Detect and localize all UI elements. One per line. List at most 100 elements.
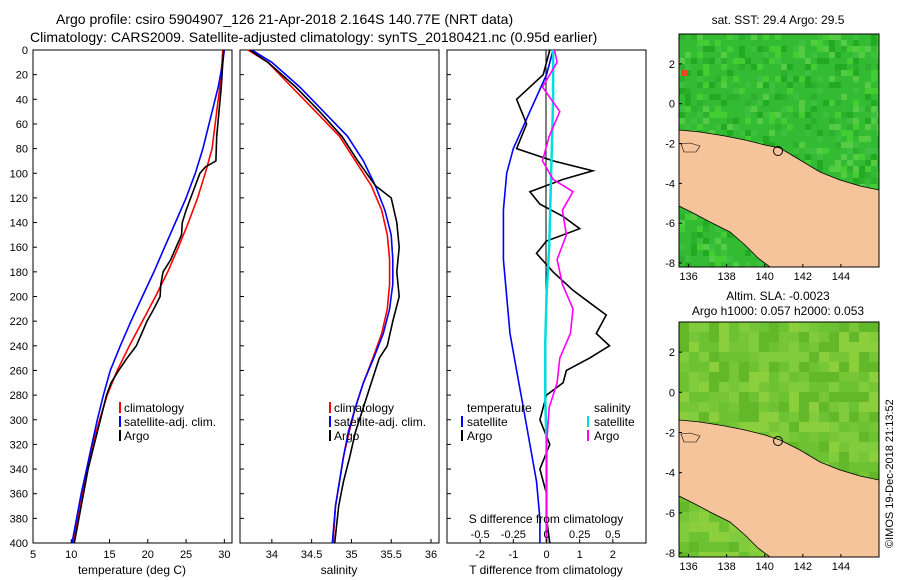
sst-cell [787, 124, 793, 130]
sst_map-lat-tick-label: -8 [665, 258, 675, 270]
sst-cell [865, 148, 871, 154]
sst-cell [829, 82, 835, 88]
sla-cell [869, 332, 879, 342]
sst-cell [829, 40, 835, 46]
sla-cell [859, 402, 869, 412]
sst-cell [817, 130, 823, 136]
sla-cell [869, 432, 879, 442]
sla-cell [679, 372, 689, 382]
sla-cell [719, 332, 729, 342]
sst-cell [805, 34, 811, 40]
sla-cell [809, 382, 819, 392]
sst-cell [841, 100, 847, 106]
sst-cell [697, 52, 703, 58]
sst-cell [805, 160, 811, 166]
sla-cell [799, 382, 809, 392]
sst-cell [721, 82, 727, 88]
sst-cell [835, 52, 841, 58]
sla-cell [859, 352, 869, 362]
sla-cell [829, 322, 839, 332]
sst-cell [841, 142, 847, 148]
depth-tick-label: 260 [10, 365, 28, 377]
salinity-legend: climatology satellite-adj. clim. Argo [329, 401, 426, 443]
sst-cell [703, 256, 709, 262]
sst-cell [709, 112, 715, 118]
sst-cell [853, 52, 859, 58]
sst-cell [847, 160, 853, 166]
sst_map-lat-tick-label: 2 [669, 59, 675, 71]
sst_map-lon-tick-label: 140 [756, 271, 774, 283]
sst-cell [709, 250, 715, 256]
sst-cell [841, 40, 847, 46]
sst-cell [763, 88, 769, 94]
sla-cell [859, 392, 869, 402]
sla-cell [689, 362, 699, 372]
sla-cell [829, 362, 839, 372]
sla-cell [769, 342, 779, 352]
sst-cell [775, 112, 781, 118]
sst-cell [691, 250, 697, 256]
sst-cell [679, 76, 685, 82]
sst-cell [679, 82, 685, 88]
sla_map-lat-tick-label: -6 [665, 508, 675, 520]
sst-cell [763, 34, 769, 40]
sst-cell [685, 64, 691, 70]
sst-cell [733, 118, 739, 124]
sst-cell [865, 154, 871, 160]
sst-cell [847, 46, 853, 52]
sla-cell [739, 362, 749, 372]
sst-cell [871, 34, 877, 40]
sla-cell [849, 412, 859, 422]
sla-cell [729, 322, 739, 332]
sst-cell [853, 124, 859, 130]
sst-cell [823, 46, 829, 52]
depth-tick-label: 200 [10, 292, 28, 304]
sst-cell [853, 166, 859, 172]
sla-cell [769, 432, 779, 442]
sst-cell [853, 40, 859, 46]
sst-cell [853, 154, 859, 160]
sst-cell [793, 34, 799, 40]
sst-cell [877, 130, 879, 136]
sla-cell [699, 382, 709, 392]
sla-cell [839, 352, 849, 362]
sla-cell [679, 532, 689, 542]
sla-cell [759, 372, 769, 382]
sst-cell [745, 130, 751, 136]
sst-cell [703, 106, 709, 112]
sla-cell [809, 322, 819, 332]
sla-cell [789, 332, 799, 342]
legend-label: climatology [334, 401, 394, 415]
sla-cell [779, 422, 789, 432]
sla-cell [729, 342, 739, 352]
sla-cell [829, 452, 839, 462]
sst-cell [697, 46, 703, 52]
sst-cell [871, 184, 877, 190]
legend-label: Argo [334, 429, 360, 443]
sla-cell [799, 322, 809, 332]
sla-cell [819, 352, 829, 362]
sst-cell [745, 58, 751, 64]
sla-cell [799, 332, 809, 342]
sla-cell [809, 432, 819, 442]
sst-cell [739, 130, 745, 136]
sla-cell [809, 362, 819, 372]
sla-cell [719, 402, 729, 412]
sla-cell [759, 392, 769, 402]
sla-cell [679, 392, 689, 402]
sst-cell [799, 112, 805, 118]
sla-cell [679, 412, 689, 422]
depth-tick-label: 120 [10, 193, 28, 205]
sst-cell [877, 46, 879, 52]
sst-cell [835, 142, 841, 148]
legend-salinity-title: salinity [594, 401, 631, 415]
sla-cell [859, 322, 869, 332]
sla-cell [799, 392, 809, 402]
sst-cell [817, 88, 823, 94]
salinity-x-tick-label: 35 [345, 549, 357, 561]
sst-cell [739, 58, 745, 64]
sst-cell [763, 94, 769, 100]
sst-cell [871, 70, 877, 76]
sla-cell [809, 422, 819, 432]
sst-cell [679, 64, 685, 70]
